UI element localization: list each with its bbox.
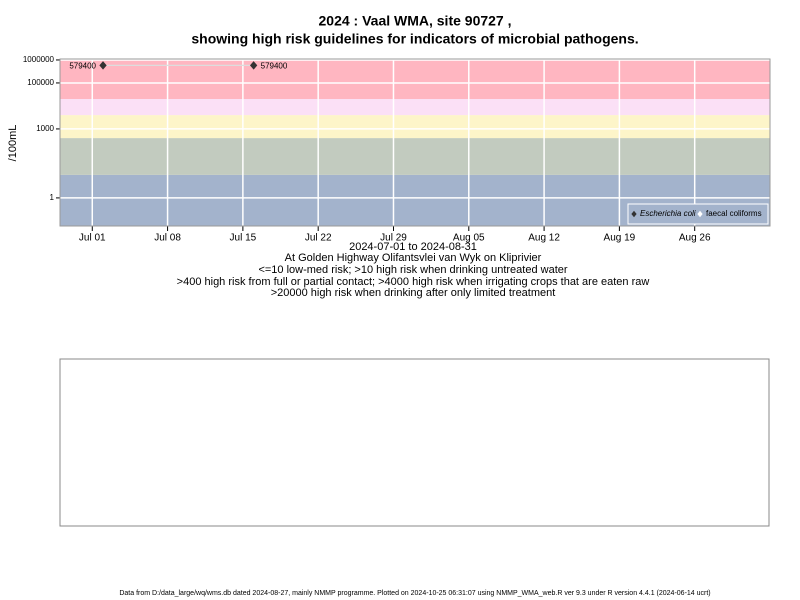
y-tick-label: 100000: [27, 78, 54, 87]
x-tick-label: Aug 19: [604, 233, 636, 244]
annotation: >400 high risk from full or partial cont…: [177, 276, 650, 288]
annotation: >20000 high risk when drinking after onl…: [271, 287, 556, 299]
y-tick-label: 1: [50, 193, 55, 202]
annotation: At Golden Highway Olifantsvlei van Wyk o…: [285, 252, 542, 264]
x-tick-label: Aug 12: [528, 233, 560, 244]
data-point: [99, 61, 107, 70]
annotation: <=10 low-med risk; >10 high risk when dr…: [258, 264, 567, 276]
legend-marker: [697, 210, 703, 218]
x-tick-label: Jul 15: [230, 233, 257, 244]
y-tick-label: 1000: [36, 124, 54, 133]
footer: Data from D:/data_large/wq/wms.db dated …: [119, 590, 710, 597]
y-axis-label: /100mL: [7, 125, 19, 162]
risk-band: [60, 138, 770, 175]
x-tick-label: Jul 29: [380, 233, 407, 244]
data-label: 579400: [69, 62, 96, 71]
data-point: [249, 61, 258, 70]
x-axis-label: 2024-07-01 to 2024-08-31: [349, 241, 477, 253]
x-tick-label: Jul 22: [305, 233, 332, 244]
chart-title: 2024 : Vaal WMA, site 90727 ,: [319, 13, 512, 29]
data-label: 579400: [261, 62, 288, 71]
legend-label: Escherichia coli: [640, 209, 696, 218]
x-tick-label: Aug 26: [679, 233, 711, 244]
risk-band: [60, 99, 770, 116]
x-tick-label: Jul 08: [154, 233, 181, 244]
risk-band: [60, 115, 770, 139]
empty-panel: [59, 358, 770, 527]
x-tick-label: Aug 05: [453, 233, 485, 244]
x-tick-label: Jul 01: [79, 233, 106, 244]
legend-marker: [631, 210, 637, 218]
legend-label: faecal coliforms: [706, 209, 762, 218]
plot-frame: [59, 58, 771, 227]
chart-title: showing high risk guidelines for indicat…: [191, 31, 638, 47]
y-tick-label: 1000000: [23, 55, 55, 64]
